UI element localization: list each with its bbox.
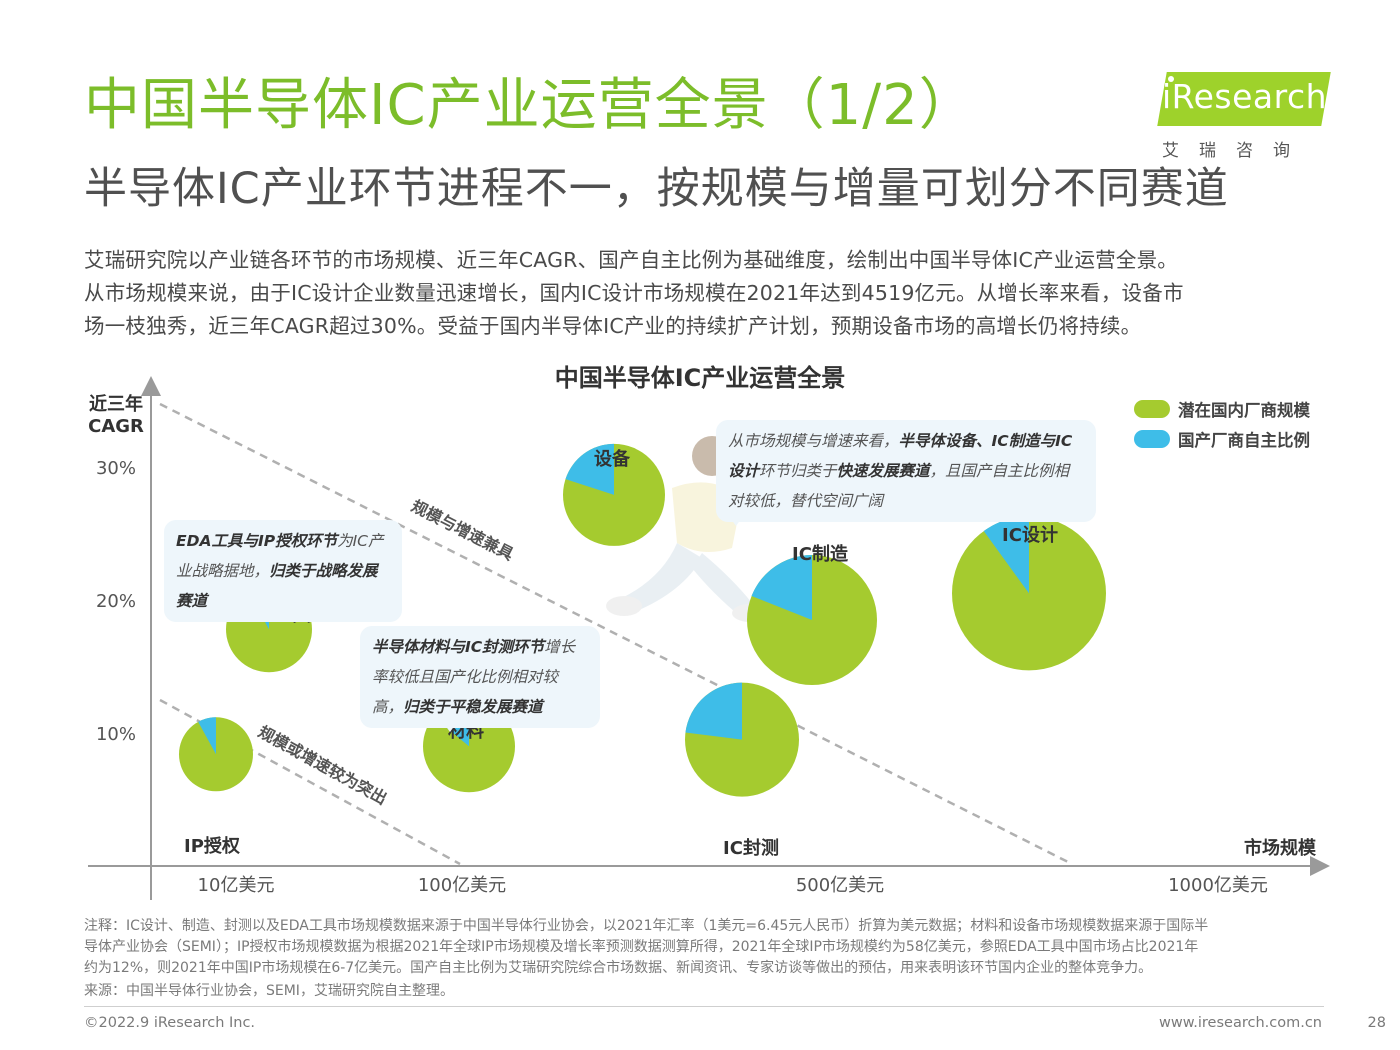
y-tick-label: 30% — [96, 458, 136, 479]
pie-slice-domestic — [565, 443, 614, 495]
chart-axes: 近三年CAGR 市场规模 10% 20% 30% 10亿美元 100亿美元 500亿美元 100… — [88, 376, 1330, 900]
website-link[interactable]: www.iresearch.com.cn — [1159, 1015, 1322, 1031]
band-line-upper — [159, 402, 1073, 866]
description: 艾瑞研究院以产业链各环节的市场规模、近三年CAGR、国产自主比例为基础维度，绘制… — [84, 244, 1322, 343]
callout-tail — [340, 590, 360, 604]
footnotes: 注释：IC设计、制造、封测以及EDA工具市场规模数据来源于中国半导体行业协会，以… — [84, 916, 1324, 979]
bubble-label: 设备 — [594, 448, 631, 470]
footnote-line: 注释：IC设计、制造、封测以及EDA工具市场规模数据来源于中国半导体行业协会，以… — [84, 918, 1209, 934]
x-axis-title: 市场规模 — [1244, 837, 1317, 859]
legend-item-domestic: 国产厂商自主比例 — [1134, 424, 1310, 454]
chart-legend: 潜在国内厂商规模 国产厂商自主比例 — [1134, 394, 1310, 454]
logo-text: iResearch — [1162, 77, 1328, 116]
footer-divider — [84, 1006, 1324, 1007]
page-title: 中国半导体IC产业运营全景（1/2） — [84, 73, 976, 138]
callout-strategic: EDA工具与IP授权环节为IC产业战略据地，归类于战略发展赛道 — [164, 520, 402, 622]
band-label: 规模或增速较为突出 — [255, 722, 390, 808]
legend-label: 潜在国内厂商规模 — [1178, 401, 1310, 420]
logo-cn: 艾瑞咨询 — [1162, 141, 1310, 161]
y-tick-label: 20% — [96, 591, 136, 612]
description-line: 艾瑞研究院以产业链各环节的市场规模、近三年CAGR、国产自主比例为基础维度，绘制… — [84, 248, 1178, 272]
description-line: 从市场规模来说，由于IC设计企业数量迅速增长，国内IC设计市场规模在2021年达… — [84, 281, 1184, 305]
bubble-label: IC设计 — [1002, 524, 1058, 546]
x-tick-label: 100亿美元 — [418, 875, 506, 896]
footnote-line: 导体产业协会（SEMI）；IP授权市场规模数据为根据2021年全球IP市场规模及… — [84, 939, 1199, 955]
callout-fast: 从市场规模与增速来看，半导体设备、IC制造与IC设计环节归类于快速发展赛道，且国… — [716, 420, 1096, 522]
legend-label: 国产厂商自主比例 — [1178, 431, 1310, 450]
bubble-label: IP授权 — [184, 835, 241, 857]
pie-slice-domestic — [198, 717, 216, 755]
legend-swatch-green — [1134, 400, 1170, 418]
x-tick-label: 500亿美元 — [796, 875, 884, 896]
x-tick-label: 1000亿美元 — [1168, 875, 1268, 896]
legend-swatch-blue — [1134, 430, 1170, 448]
legend-item-potential: 潜在国内厂商规模 — [1134, 394, 1310, 424]
pie-slice-domestic — [983, 516, 1029, 594]
y-tick-label: 10% — [96, 724, 136, 745]
x-tick-label: 10亿美元 — [198, 875, 275, 896]
pie-slice-domestic — [751, 554, 812, 620]
callout-tail — [440, 718, 460, 732]
page-subtitle: 半导体IC产业环节进程不一，按规模与增量可划分不同赛道 — [84, 164, 1229, 214]
description-line: 场一枝独秀，近三年CAGR超过30%。受益于国内半导体IC产业的持续扩产计划，预… — [84, 314, 1142, 338]
y-axis-title: CAGR — [88, 416, 144, 437]
bubble-label: IC制造 — [792, 543, 848, 565]
source-note: 来源：中国半导体行业协会，SEMI，艾瑞研究院自主整理。 — [84, 983, 454, 999]
band-label: 规模与增速兼具 — [408, 496, 516, 564]
chart-title: 中国半导体IC产业运营全景 — [554, 364, 846, 392]
logo-dot — [1168, 76, 1174, 82]
callout-stable: 半导体材料与IC封测环节增长率较低且国产化比例相对较高，归类于平稳发展赛道 — [360, 626, 600, 728]
page-number: 28 — [1367, 1015, 1386, 1031]
footnote-line: 约为12%，则2021年中国IP市场规模在6-7亿美元。国产自主比例为艾瑞研究院… — [84, 960, 1153, 976]
bubble-label: IC封测 — [723, 837, 779, 859]
callout-tail — [726, 512, 746, 526]
pie-slice-domestic — [685, 682, 742, 740]
copyright: ©2022.9 iResearch Inc. — [84, 1015, 256, 1031]
y-axis-title: 近三年 — [89, 393, 143, 415]
iresearch-logo: iResearch 艾瑞咨询 — [1156, 72, 1332, 162]
